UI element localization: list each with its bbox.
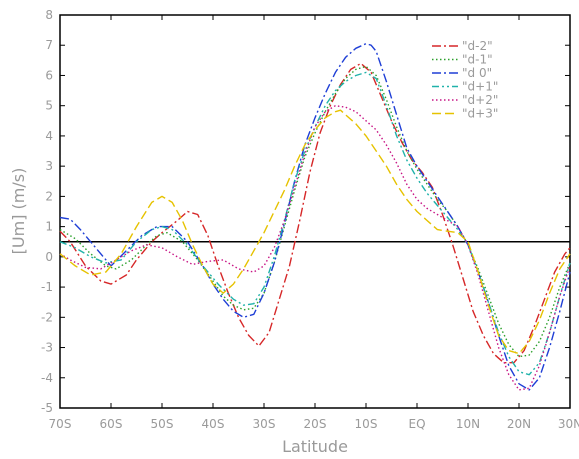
y-tick-label: 7: [45, 38, 53, 52]
y-axis-title: [Um] (m/s): [9, 168, 28, 255]
y-tick-label: -1: [41, 280, 53, 294]
x-tick-label: 70S: [49, 417, 72, 431]
legend-label: "d-2": [462, 39, 493, 53]
series-line-2: [59, 65, 571, 358]
plot-frame: [59, 14, 571, 409]
y-tick-label: -2: [41, 310, 53, 324]
x-axis-title: Latitude: [282, 437, 348, 456]
y-tick-label: 8: [45, 8, 53, 22]
y-tick-label: 0: [45, 250, 53, 264]
y-tick-label: -3: [41, 341, 53, 355]
x-tick-label: 10N: [456, 417, 480, 431]
series-line-4: [59, 71, 571, 376]
y-tick-label: 1: [45, 220, 53, 234]
plot-content: [59, 14, 571, 409]
x-tick-label: 20S: [304, 417, 327, 431]
y-tick-label: -5: [41, 401, 53, 415]
y-tick-label: -4: [41, 371, 53, 385]
legend: "d-2""d-1""d 0""d+1""d+2""d+3": [432, 39, 498, 121]
y-tick-label: 3: [45, 159, 53, 173]
y-tick-label: 6: [45, 68, 53, 82]
series-line-6: [59, 109, 571, 355]
legend-label: "d+1": [462, 80, 498, 94]
x-tick-label: 10S: [355, 417, 378, 431]
x-tick-label: 60S: [100, 417, 123, 431]
x-tick-label: 30S: [253, 417, 276, 431]
y-tick-label: 5: [45, 99, 53, 113]
x-tick-label: 50S: [151, 417, 174, 431]
series-line-1: [59, 62, 571, 364]
x-tick-label: 40S: [202, 417, 225, 431]
x-tick-label: EQ: [408, 417, 425, 431]
x-tick-label: 20N: [507, 417, 531, 431]
x-tick-label: 30N: [558, 417, 579, 431]
legend-label: "d+2": [462, 93, 498, 107]
y-tick-label: 2: [45, 189, 53, 203]
legend-label: "d 0": [462, 66, 492, 80]
legend-label: "d+3": [462, 107, 498, 121]
y-tick-label: 4: [45, 129, 53, 143]
legend-label: "d-1": [462, 53, 493, 67]
